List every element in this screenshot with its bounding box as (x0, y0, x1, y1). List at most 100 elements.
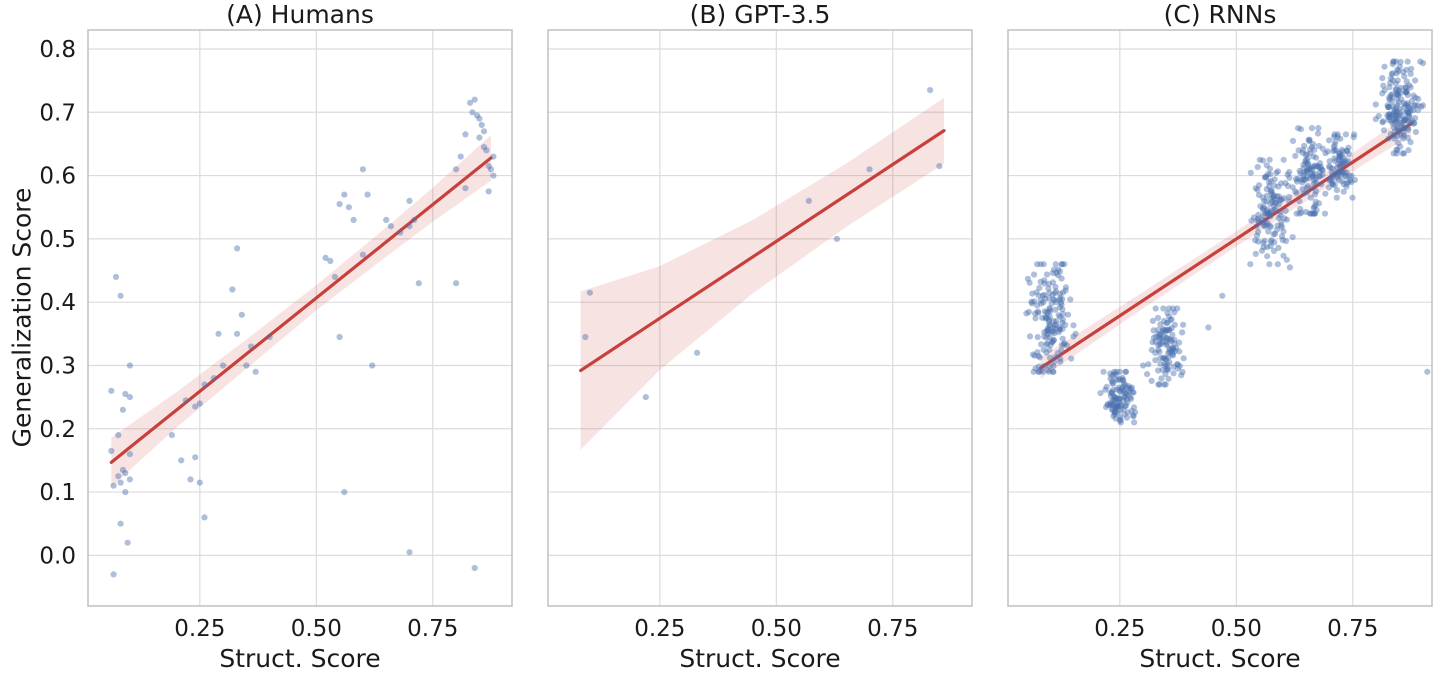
scatter-point (1336, 153, 1343, 160)
scatter-point (1023, 310, 1030, 317)
scatter-point (1107, 393, 1114, 400)
scatter-point (1326, 176, 1333, 183)
scatter-point (1070, 322, 1077, 329)
scatter-point (1407, 84, 1414, 91)
scatter-point (1393, 116, 1400, 123)
scatter-point (1396, 112, 1403, 119)
regression-line (579, 129, 946, 373)
scatter-point (1309, 170, 1316, 177)
scatter-point (1045, 280, 1052, 287)
scatter-point (1152, 338, 1159, 345)
scatter-point (1310, 210, 1317, 217)
scatter-point (1297, 126, 1304, 133)
scatter-point (1311, 170, 1319, 178)
scatter-point (1348, 178, 1355, 186)
scatter-point (196, 479, 203, 486)
scatter-point (1278, 218, 1285, 225)
scatter-point (1117, 388, 1124, 395)
scatter-point (1155, 342, 1162, 349)
scatter-point (457, 153, 464, 160)
scatter-point (1050, 337, 1057, 344)
scatter-point (1372, 101, 1379, 108)
scatter-point (252, 368, 259, 375)
scatter-point (1058, 261, 1065, 268)
scatter-point (1308, 144, 1316, 151)
scatter-point (1042, 315, 1049, 322)
scatter-point (1169, 346, 1177, 354)
scatter-point (1265, 228, 1272, 235)
scatter-point (1411, 119, 1418, 126)
scatter-point (1318, 166, 1326, 173)
scatter-point (1343, 183, 1350, 190)
scatter-point (1261, 219, 1268, 226)
scatter-point (266, 333, 273, 341)
scatter-point (1254, 217, 1261, 224)
scatter-point (1322, 150, 1329, 157)
scatter-point (1391, 109, 1398, 116)
scatter-point (1166, 336, 1173, 343)
scatter-point (1051, 358, 1058, 366)
scatter-point (1156, 331, 1164, 338)
scatter-point (1045, 285, 1052, 292)
scatter-point (1407, 107, 1414, 114)
scatter-point (1121, 411, 1128, 418)
scatter-point (1036, 368, 1043, 375)
scatter-point (359, 251, 366, 258)
scatter-point (126, 451, 133, 458)
scatter-point (1398, 120, 1405, 127)
scatter-point (1046, 289, 1053, 296)
scatter-point (1280, 252, 1287, 259)
scatter-point (480, 128, 488, 135)
scatter-point (126, 394, 133, 401)
scatter-point (1046, 321, 1053, 328)
scatter-point (1295, 125, 1302, 132)
scatter-point (1316, 169, 1323, 176)
scatter-point (1302, 151, 1309, 159)
scatter-point (1384, 112, 1391, 119)
scatter-point (122, 470, 129, 477)
scatter-point (1157, 341, 1164, 348)
scatter-point (1394, 147, 1401, 154)
scatter-point (1107, 402, 1114, 409)
scatter-point (1384, 102, 1391, 109)
scatter-point (1262, 174, 1270, 181)
scatter-point (1304, 182, 1311, 190)
scatter-point (1393, 108, 1400, 115)
scatter-point (1116, 398, 1123, 405)
scatter-point (1163, 341, 1170, 348)
scatter-point (1311, 146, 1318, 153)
scatter-point (1254, 186, 1261, 193)
scatter-point (1152, 349, 1159, 356)
scatter-point (1311, 203, 1318, 210)
y-tick-label: 0.4 (39, 290, 76, 316)
x-axis-label-gpt35: Struct. Score (679, 644, 841, 673)
scatter-point (1131, 419, 1138, 426)
scatter-point (1392, 80, 1399, 87)
scatter-point (1325, 184, 1332, 191)
scatter-point (1402, 116, 1409, 123)
scatter-point (1049, 279, 1057, 286)
scatter-point (1110, 386, 1117, 393)
scatter-point (124, 539, 131, 546)
scatter-point (1167, 336, 1175, 343)
scatter-point (1040, 299, 1047, 306)
scatter-point (1406, 103, 1413, 110)
scatter-point (1398, 96, 1405, 103)
scatter-point (1339, 158, 1346, 165)
scatter-point (1388, 94, 1395, 101)
scatter-point (1164, 340, 1171, 347)
scatter-point (1109, 406, 1116, 413)
scatter-point (1044, 327, 1052, 334)
scatter-point (1336, 150, 1343, 158)
scatter-point (1307, 210, 1314, 217)
scatter-point (1167, 345, 1174, 352)
scatter-point (1335, 156, 1342, 163)
scatter-point (1049, 338, 1056, 346)
scatter-point (1395, 128, 1402, 135)
scatter-point (1393, 85, 1400, 92)
scatter-point (1117, 407, 1124, 414)
scatter-point (1392, 115, 1399, 122)
scatter-point (1121, 393, 1128, 400)
y-tick-label: 0.5 (39, 227, 76, 253)
scatter-point (1404, 100, 1411, 107)
